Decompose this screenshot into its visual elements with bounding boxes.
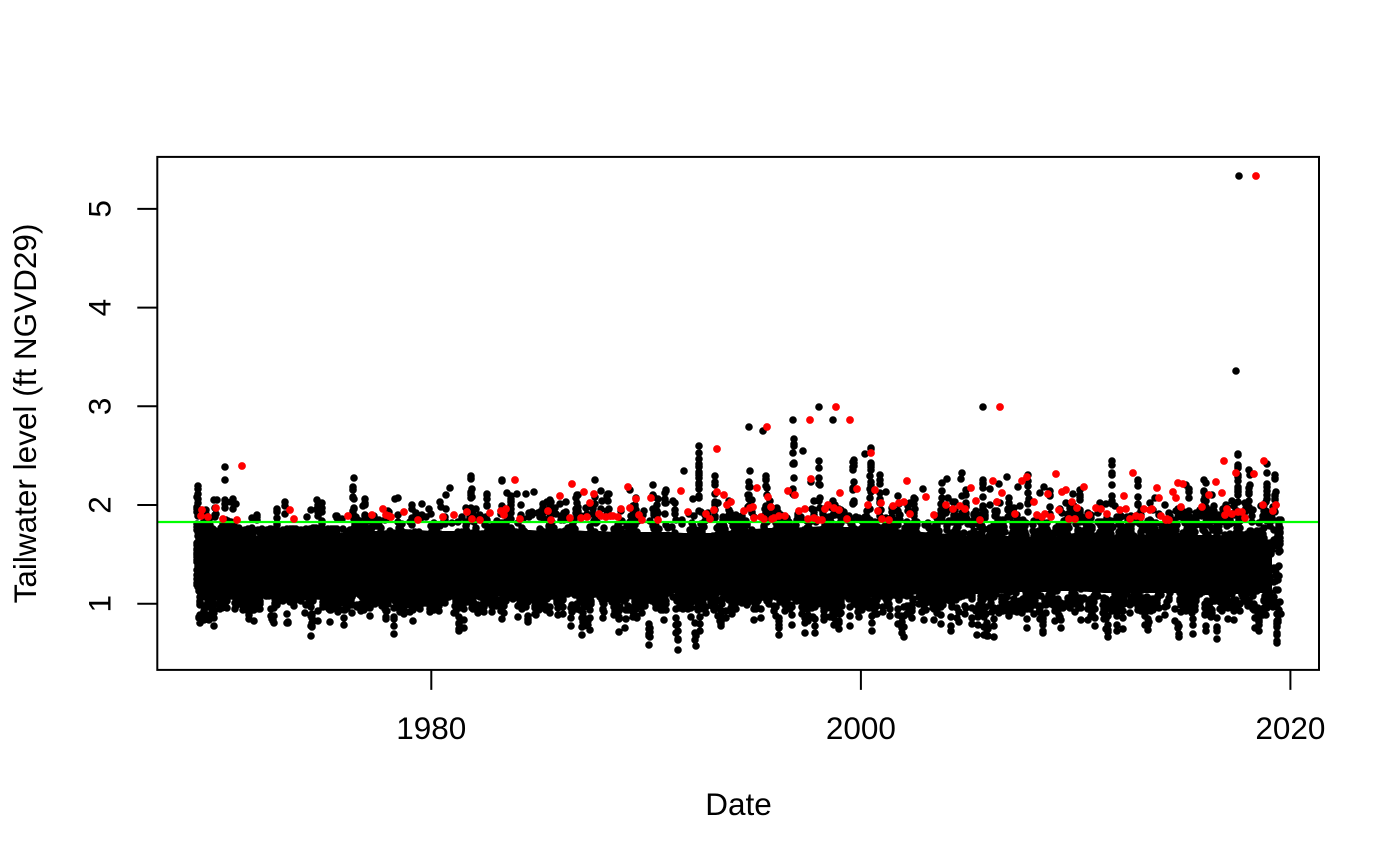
svg-text:1980: 1980 [396,710,466,746]
svg-text:2000: 2000 [826,710,896,746]
svg-text:Date: Date [705,786,772,822]
svg-text:Tailwater level (ft NGVD29): Tailwater level (ft NGVD29) [7,224,43,604]
svg-text:3: 3 [82,398,118,416]
svg-text:2020: 2020 [1255,710,1325,746]
svg-text:2: 2 [82,496,118,514]
svg-text:1: 1 [82,595,118,613]
svg-text:5: 5 [82,200,118,218]
svg-text:4: 4 [82,299,118,317]
